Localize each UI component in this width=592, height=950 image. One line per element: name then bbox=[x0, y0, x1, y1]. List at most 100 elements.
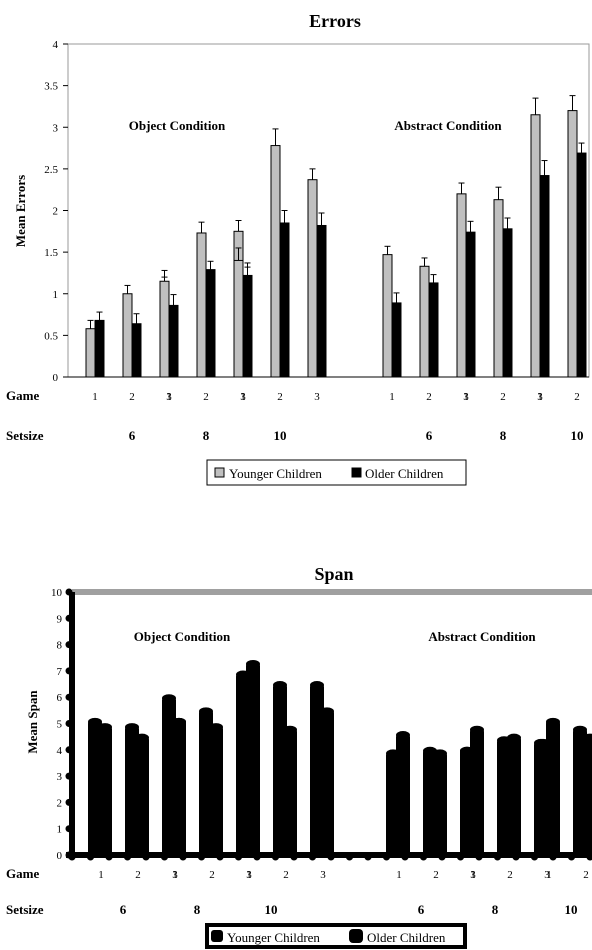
span-x-tick bbox=[586, 853, 592, 861]
errors-bar-younger-abstract bbox=[419, 265, 430, 378]
span-x-tick bbox=[68, 853, 76, 861]
errors-game-label: 1 bbox=[166, 391, 172, 403]
errors-y-tick-label: 4 bbox=[53, 39, 59, 51]
errors-bar-younger-abstract bbox=[382, 254, 393, 378]
span-y-tick-label: 9 bbox=[57, 613, 63, 625]
span-game-label: 3 bbox=[172, 869, 178, 881]
errors-bar-older-object bbox=[242, 274, 253, 378]
errors-bar-younger-abstract bbox=[530, 114, 541, 378]
span-bar-older-abstract bbox=[433, 751, 447, 856]
span-y-tick-label: 8 bbox=[57, 640, 63, 652]
span-x-tick bbox=[179, 853, 187, 861]
span-chart-title: Span bbox=[314, 564, 353, 584]
span-y-tick-label: 6 bbox=[57, 692, 63, 704]
errors-legend-younger-swatch bbox=[214, 467, 225, 478]
errors-chart-title: Errors bbox=[309, 11, 361, 31]
errors-game-label: 1 bbox=[240, 391, 246, 403]
errors-bar-younger-object bbox=[233, 259, 244, 378]
errors-legend-box bbox=[206, 459, 467, 486]
errors-chart: Errors Mean Errors Object Condition Abst… bbox=[6, 11, 590, 486]
span-bar-cap bbox=[162, 694, 176, 703]
span-y-tick-label: 10 bbox=[51, 587, 63, 599]
span-bar-older-object bbox=[172, 719, 186, 856]
span-y-tick-label: 2 bbox=[57, 797, 63, 809]
span-bar-older-object bbox=[135, 735, 149, 857]
errors-bar-older-object bbox=[168, 304, 179, 378]
span-y-tick-label: 1 bbox=[57, 824, 63, 836]
span-x-tick bbox=[420, 853, 427, 861]
span-game-label: 2 bbox=[433, 869, 439, 881]
span-bar-cap bbox=[125, 723, 139, 732]
span-x-tick bbox=[198, 853, 205, 861]
errors-game-row-label: Game bbox=[6, 388, 39, 403]
span-y-tick-label: 5 bbox=[57, 719, 63, 731]
errors-y-tick-label: 3.5 bbox=[44, 81, 58, 93]
errors-bar-younger-object bbox=[122, 293, 133, 378]
errors-game-label: 2 bbox=[203, 391, 209, 403]
errors-y-tick-label: 3 bbox=[53, 122, 59, 134]
span-x-tick bbox=[364, 853, 372, 861]
span-game-label: 3 bbox=[470, 869, 476, 881]
errors-bar-older-object bbox=[94, 319, 105, 378]
errors-bar-older-object bbox=[131, 323, 142, 378]
span-x-tick bbox=[216, 853, 224, 861]
span-bar-older-object bbox=[320, 709, 334, 856]
errors-bar-older-abstract bbox=[539, 175, 550, 378]
span-abstract-condition-label: Abstract Condition bbox=[428, 629, 536, 644]
span-bar-older-abstract bbox=[470, 727, 484, 857]
errors-y-tick-label: 0.5 bbox=[44, 330, 58, 342]
span-y-tick bbox=[65, 588, 73, 596]
span-game-label: 1 bbox=[98, 869, 104, 881]
span-game-label: 3 bbox=[320, 869, 326, 881]
span-x-tick bbox=[142, 853, 150, 861]
errors-setsize-label: 10 bbox=[571, 428, 584, 443]
span-chart: Span Mean Span Object Condition Abstract… bbox=[6, 564, 592, 949]
span-bar-older-object bbox=[209, 725, 223, 856]
errors-bar-younger-abstract bbox=[567, 110, 578, 378]
span-object-condition-label: Object Condition bbox=[134, 629, 231, 644]
span-y-axis-label: Mean Span bbox=[25, 690, 40, 754]
errors-legend-younger-label: Younger Children bbox=[229, 466, 322, 481]
span-x-tick bbox=[272, 853, 279, 861]
span-x-tick bbox=[253, 853, 261, 861]
errors-object-condition-label: Object Condition bbox=[129, 118, 226, 133]
errors-legend-older-swatch bbox=[351, 467, 362, 478]
errors-game-label: 3 bbox=[314, 391, 320, 403]
span-bar-older-abstract bbox=[507, 735, 521, 857]
span-x-tick bbox=[235, 853, 242, 861]
span-bar-cap bbox=[470, 725, 484, 734]
span-setsize-label: 8 bbox=[492, 902, 499, 917]
errors-setsize-label: 8 bbox=[203, 428, 210, 443]
span-y-tick bbox=[65, 798, 73, 806]
span-bar-cap bbox=[98, 723, 112, 732]
errors-setsize-label: 10 bbox=[274, 428, 287, 443]
span-game-label: 2 bbox=[507, 869, 513, 881]
errors-game-label: 1 bbox=[537, 391, 543, 403]
span-bar-cap bbox=[88, 717, 102, 726]
span-y-tick-label: 7 bbox=[57, 666, 63, 678]
errors-y-tick-label: 2.5 bbox=[44, 164, 58, 176]
errors-game-label: 2 bbox=[277, 391, 283, 403]
errors-setsize-label: 8 bbox=[500, 428, 507, 443]
errors-bar-younger-abstract bbox=[456, 193, 467, 378]
errors-game-label: 2 bbox=[500, 391, 506, 403]
span-game-label: 1 bbox=[470, 869, 476, 881]
span-bar-cap bbox=[310, 681, 324, 690]
span-game-label: 2 bbox=[283, 869, 289, 881]
errors-bar-younger-abstract bbox=[493, 199, 504, 378]
span-x-tick bbox=[475, 853, 483, 861]
span-y-tick-label: 0 bbox=[57, 850, 63, 862]
errors-setsize-label: 6 bbox=[129, 428, 136, 443]
span-x-tick bbox=[457, 853, 464, 861]
span-game-label: 1 bbox=[172, 869, 178, 881]
span-y-tick-label: 3 bbox=[57, 771, 63, 783]
errors-bar-older-object bbox=[279, 222, 290, 378]
span-bar-older-object bbox=[283, 727, 297, 857]
span-legend-younger-label: Younger Children bbox=[227, 930, 320, 945]
errors-game-label: 2 bbox=[129, 391, 135, 403]
errors-bar-older-abstract bbox=[502, 228, 513, 378]
errors-game-label: 3 bbox=[166, 391, 172, 403]
errors-game-label: 2 bbox=[574, 391, 580, 403]
span-x-tick bbox=[438, 853, 446, 861]
span-bar-cap bbox=[135, 733, 149, 742]
